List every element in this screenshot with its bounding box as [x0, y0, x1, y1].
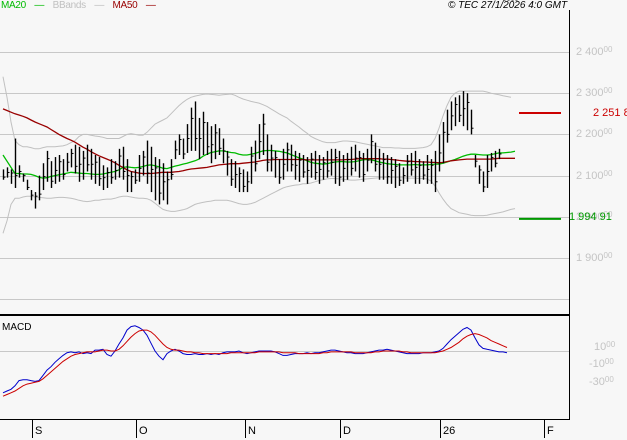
- price-axis-label: 2 40000: [576, 45, 613, 58]
- support-level-label: 1 994 91: [569, 211, 612, 223]
- x-axis-label: 26: [443, 425, 456, 437]
- copyright-timestamp: © TEC 27/1/2026 4:0 GMT: [448, 0, 568, 11]
- x-axis-label: O: [139, 425, 148, 437]
- macd-axis-label: 1000: [594, 340, 616, 353]
- legend-ma50: MA50 —: [112, 0, 156, 11]
- macd-lines: [2, 325, 508, 397]
- chart-frame: [0, 10, 570, 438]
- bollinger-bands: [2, 76, 516, 234]
- x-axis-label: N: [248, 425, 256, 437]
- legend: MA20 — BBands — MA50 —: [1, 0, 162, 11]
- price-axis-label: 2 00000: [576, 210, 613, 223]
- price-axis-label: 2 20000: [576, 127, 613, 140]
- price-axis-label: 1 90000: [576, 251, 613, 264]
- price-axis-label: 2 30000: [576, 86, 613, 99]
- x-axis-label: S: [35, 425, 43, 437]
- x-axis-label: F: [547, 425, 554, 437]
- x-axis-label: D: [343, 425, 351, 437]
- macd-axis-label: -1000: [589, 357, 614, 370]
- level-markers: [519, 112, 561, 220]
- macd-panel-title: MACD: [2, 322, 32, 333]
- ohlc-bars: [2, 0, 518, 209]
- macd-axis-label: -3000: [589, 375, 614, 388]
- resistance-level-label: 2 251 8: [593, 107, 627, 119]
- legend-bbands: BBands —: [52, 0, 105, 11]
- price-axis-label: 2 10000: [576, 169, 613, 182]
- legend-ma20: MA20 —: [1, 0, 45, 11]
